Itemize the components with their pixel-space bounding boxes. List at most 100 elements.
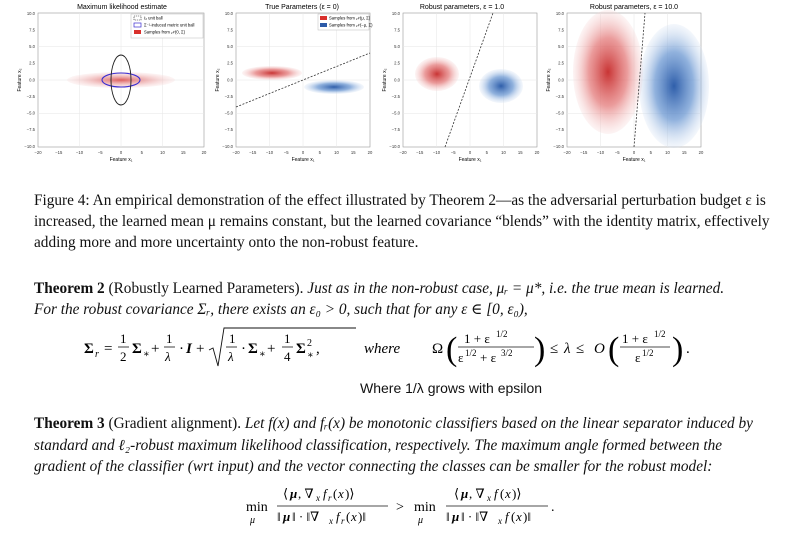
panel-4: Robust parameters, ε = 10.0 10.0 7.5 5.0… bbox=[546, 4, 709, 163]
svg-text:∗: ∗ bbox=[143, 349, 150, 360]
figure-caption: Figure 4: An empirical demonstration of … bbox=[34, 190, 774, 253]
panel-4-title: Robust parameters, ε = 10.0 bbox=[590, 4, 678, 11]
svg-text:ε: ε bbox=[635, 350, 641, 365]
theorem-3-text: Let f(x) and fᵣ(x) be monotonic classifi… bbox=[34, 415, 753, 475]
separator-line bbox=[235, 52, 371, 108]
panel-1: Maximum likelihood estimate ℓ₂ unit ball… bbox=[17, 4, 207, 163]
legend-l2-ball: ℓ₂ unit ball bbox=[144, 16, 163, 21]
svg-text:.: . bbox=[551, 500, 555, 515]
svg-text:−5.0: −5.0 bbox=[27, 111, 36, 116]
svg-text:⟨: ⟨ bbox=[283, 486, 288, 501]
svg-text:2.5: 2.5 bbox=[394, 61, 400, 66]
svg-text:+ ε: + ε bbox=[480, 350, 497, 365]
svg-text:5.0: 5.0 bbox=[29, 44, 35, 49]
svg-text:1 + ε: 1 + ε bbox=[464, 331, 490, 346]
svg-text:7.5: 7.5 bbox=[29, 28, 35, 33]
red-samples-robust-10 bbox=[573, 10, 643, 134]
svg-text:−20: −20 bbox=[34, 150, 42, 155]
svg-text:20: 20 bbox=[699, 150, 704, 155]
svg-text:1: 1 bbox=[166, 331, 173, 346]
svg-text:1/2: 1/2 bbox=[654, 329, 666, 339]
svg-text:μ: μ bbox=[249, 515, 255, 526]
svg-text:5.0: 5.0 bbox=[394, 44, 400, 49]
svg-text:0.0: 0.0 bbox=[227, 78, 233, 83]
theorem-3-label: Theorem 3 bbox=[34, 415, 105, 432]
panel-1-yticks: 10.0 7.5 5.0 2.5 0.0 −2.5 −5.0 −7.5 −10.… bbox=[24, 11, 35, 149]
svg-text:10: 10 bbox=[334, 150, 339, 155]
svg-text:Samples from 𝒩(μ, Σ): Samples from 𝒩(μ, Σ) bbox=[329, 16, 371, 21]
svg-text:Σ: Σ bbox=[132, 341, 142, 357]
svg-text:7.5: 7.5 bbox=[227, 28, 233, 33]
svg-text:5: 5 bbox=[319, 150, 322, 155]
svg-text:)⟩: )⟩ bbox=[345, 486, 354, 501]
panel-3: Robust parameters, ε = 1.0 10.0 7.5 5.0 … bbox=[382, 4, 540, 163]
svg-text:x: x bbox=[337, 486, 344, 501]
svg-text:−7.5: −7.5 bbox=[27, 127, 36, 132]
svg-text:−15: −15 bbox=[249, 150, 257, 155]
svg-text:‖: ‖ bbox=[277, 509, 281, 524]
svg-text:0.0: 0.0 bbox=[29, 78, 35, 83]
panel-2-legend: Samples from 𝒩(μ, Σ) Samples from 𝒩(−μ, … bbox=[317, 13, 373, 31]
red-samples bbox=[242, 66, 302, 80]
svg-text:λ: λ bbox=[563, 341, 571, 357]
blue-samples-robust-1 bbox=[479, 69, 523, 103]
svg-text:5: 5 bbox=[141, 150, 144, 155]
svg-text:Feature x₁: Feature x₁ bbox=[459, 157, 482, 163]
svg-text:(: ( bbox=[446, 331, 457, 368]
lhs-robust: min μ ⟨ μ, ∇ x f r(x)⟩ ‖ μ ‖ · ‖∇ x f r(x)‖ bbox=[246, 486, 388, 526]
svg-text:r: r bbox=[341, 516, 345, 526]
figure-4: Maximum likelihood estimate ℓ₂ unit ball… bbox=[17, 4, 709, 163]
panel-3-title: Robust parameters, ε = 1.0 bbox=[420, 4, 504, 11]
svg-text:Feature x₁: Feature x₁ bbox=[623, 157, 646, 163]
panel-2-title: True Parameters (ε = 0) bbox=[265, 4, 339, 11]
svg-text:min: min bbox=[414, 500, 436, 515]
svg-text:f: f bbox=[323, 486, 329, 501]
svg-text:−5: −5 bbox=[284, 150, 289, 155]
svg-text:20: 20 bbox=[535, 150, 540, 155]
svg-text:+: + bbox=[196, 341, 204, 357]
samples-ellipse bbox=[67, 72, 175, 88]
svg-text:−7.5: −7.5 bbox=[225, 127, 234, 132]
svg-text:1/2: 1/2 bbox=[496, 329, 508, 339]
svg-text:)‖: )‖ bbox=[523, 509, 531, 524]
svg-text:λ: λ bbox=[164, 349, 171, 364]
svg-text:0: 0 bbox=[633, 150, 636, 155]
svg-text:−7.5: −7.5 bbox=[556, 127, 565, 132]
svg-text:+: + bbox=[151, 341, 159, 357]
svg-text:,: , bbox=[316, 341, 320, 357]
svg-text:−10.0: −10.0 bbox=[389, 144, 400, 149]
svg-text:⟨: ⟨ bbox=[454, 486, 459, 501]
svg-text:Feature x₁: Feature x₁ bbox=[292, 157, 315, 163]
panel-1-ylabel: Feature x₂ bbox=[17, 68, 23, 91]
svg-text:1: 1 bbox=[229, 331, 236, 346]
svg-text:10: 10 bbox=[501, 150, 506, 155]
separator-line-robust-1 bbox=[444, 12, 494, 148]
svg-text:20: 20 bbox=[368, 150, 373, 155]
svg-text:≤: ≤ bbox=[550, 341, 558, 357]
svg-text:μ: μ bbox=[451, 509, 459, 524]
svg-text:−5.0: −5.0 bbox=[556, 111, 565, 116]
svg-text:1: 1 bbox=[284, 331, 291, 346]
svg-text:·: · bbox=[179, 341, 184, 357]
svg-text:−20: −20 bbox=[563, 150, 571, 155]
svg-text:2: 2 bbox=[307, 338, 312, 349]
caption-text: An empirical demonstration of the effect… bbox=[34, 192, 770, 251]
svg-text:−20: −20 bbox=[232, 150, 240, 155]
svg-text:x: x bbox=[350, 509, 357, 524]
svg-text:−10.0: −10.0 bbox=[222, 144, 233, 149]
svg-text:μ: μ bbox=[282, 509, 290, 524]
svg-text:−10: −10 bbox=[266, 150, 274, 155]
svg-text:15: 15 bbox=[682, 150, 687, 155]
svg-text:Σ: Σ bbox=[296, 341, 306, 357]
svg-text:Σ: Σ bbox=[248, 341, 258, 357]
svg-text:Feature x₂: Feature x₂ bbox=[382, 68, 388, 91]
svg-text:∗: ∗ bbox=[259, 349, 266, 360]
svg-text:5.0: 5.0 bbox=[227, 44, 233, 49]
svg-text:1/2: 1/2 bbox=[465, 348, 477, 358]
svg-text:−7.5: −7.5 bbox=[392, 127, 401, 132]
handwritten-note: Where 1/λ grows with epsilon bbox=[360, 380, 543, 396]
svg-text:15: 15 bbox=[351, 150, 356, 155]
svg-text:−15: −15 bbox=[55, 150, 63, 155]
svg-text:x: x bbox=[497, 516, 502, 526]
svg-text:)⟩: )⟩ bbox=[512, 486, 521, 501]
